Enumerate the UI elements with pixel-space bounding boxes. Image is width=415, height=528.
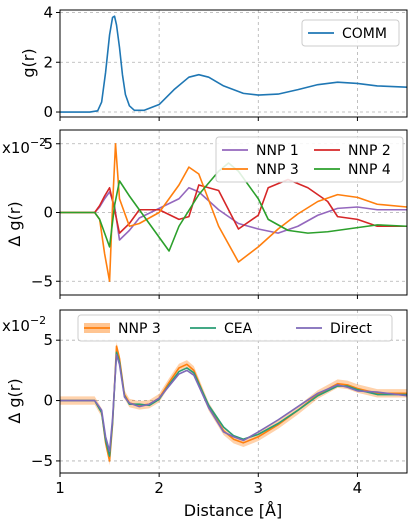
y-tick-label: 0	[43, 204, 53, 222]
panel-3-legend: NNP 3 CEA Direct	[77, 314, 393, 342]
legend-label: NNP 3	[118, 321, 161, 337]
legend-frame	[301, 19, 400, 47]
y-tick-label: 4	[43, 3, 53, 21]
series-line-nnp-4	[60, 162, 407, 252]
legend-label: NNP 2	[348, 143, 391, 159]
x-axis-label: Distance [Å]	[184, 501, 282, 520]
panel-1: 0 2 4 g(r) COMM	[19, 3, 408, 121]
panel-1-legend: COMM	[301, 19, 400, 47]
legend-label: COMM	[342, 26, 387, 42]
panel-3-frame	[59, 309, 408, 474]
panel-1-y-axis-label: g(r)	[19, 48, 38, 77]
x-tick-label: 1	[55, 479, 65, 497]
panel-3-y-axis-label: Δ g(r)	[5, 378, 24, 423]
y-tick-label: −5	[31, 272, 53, 290]
panel-2: −5 0 5 x10−2 Δ g(r) NNP 1 NNP 2 NNP 3 NNP 4	[2, 129, 408, 299]
series-line-nnp-1	[60, 186, 407, 241]
x-tick-label: 3	[254, 479, 264, 497]
legend-label: Direct	[330, 321, 372, 337]
panel-1-frame	[59, 9, 408, 118]
panel-3-scale-label: x10−2	[2, 314, 46, 335]
series-band-nnp-3	[60, 341, 407, 466]
panel-2-legend: NNP 1 NNP 2 NNP 3 NNP 4	[215, 136, 404, 183]
panel-2-scale-label: x10−2	[2, 136, 46, 157]
legend-label: NNP 3	[256, 162, 299, 178]
panel-2-y-axis-label: Δ g(r)	[5, 201, 24, 246]
y-tick-label: 5	[43, 135, 53, 153]
y-tick-label: 0	[43, 103, 53, 121]
panel-3: −5 0 5 1 2 3 4 x10−2 Δ g(r) Distance [Å] NNP 3…	[2, 309, 408, 520]
legend-frame	[77, 314, 393, 342]
series-line-comm	[60, 15, 407, 113]
y-tick-label: −5	[31, 452, 53, 470]
y-tick-label: 0	[43, 392, 53, 410]
x-tick-label: 2	[154, 479, 164, 497]
legend-frame	[215, 136, 404, 183]
series-line-nnp-3	[60, 142, 407, 283]
series-line-direct	[60, 353, 407, 453]
series-line-nnp-3	[60, 345, 407, 462]
x-tick-label: 4	[353, 479, 363, 497]
legend-label: CEA	[224, 321, 253, 337]
legend-label: NNP 1	[256, 143, 299, 159]
y-tick-label: 5	[43, 331, 53, 349]
legend-label: NNP 4	[348, 162, 391, 178]
y-tick-label: 2	[43, 53, 53, 71]
series-line-nnp-2	[60, 178, 407, 234]
